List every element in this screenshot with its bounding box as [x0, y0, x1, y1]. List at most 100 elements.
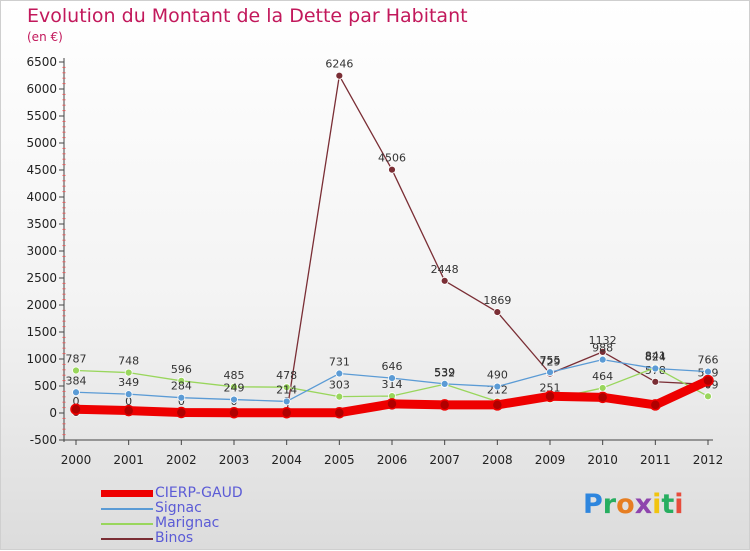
data-label: 485 — [224, 369, 245, 382]
data-point — [335, 71, 344, 80]
data-point — [704, 367, 712, 376]
data-point — [333, 406, 346, 419]
legend-label: Signac — [155, 500, 202, 516]
legend-swatch — [101, 490, 153, 497]
legend-swatch — [101, 508, 153, 510]
data-point — [651, 377, 660, 386]
y-tick-label: 500 — [34, 379, 57, 393]
x-tick-label: 2010 — [587, 453, 618, 467]
legend-label: Marignac — [155, 515, 220, 531]
data-point — [651, 364, 660, 373]
brand-letter: i — [674, 489, 684, 520]
brand-letter: r — [602, 489, 617, 520]
data-point — [72, 366, 80, 375]
data-point — [70, 403, 82, 415]
data-label: 824 — [645, 351, 666, 364]
data-point — [335, 392, 344, 401]
legend-swatch — [101, 538, 153, 540]
x-tick-label: 2004 — [271, 453, 302, 467]
data-label: 841 — [645, 350, 666, 363]
brand-letter: i — [652, 489, 662, 520]
x-tick-label: 2012 — [693, 453, 724, 467]
data-point — [546, 368, 554, 377]
brand-letter: t — [661, 489, 675, 520]
data-label: 2448 — [431, 263, 459, 276]
data-point — [386, 398, 398, 410]
data-point — [598, 347, 607, 356]
y-tick-label: 3000 — [26, 244, 57, 258]
data-point — [493, 382, 502, 391]
data-label: 532 — [434, 366, 455, 379]
legend-label: Binos — [155, 530, 194, 546]
data-label: 731 — [329, 356, 350, 369]
y-tick-label: 5000 — [26, 136, 57, 150]
data-label: 249 — [224, 382, 245, 395]
y-tick-label: 2500 — [26, 271, 57, 285]
data-label: 755 — [540, 354, 561, 367]
data-label: 478 — [276, 369, 297, 382]
data-point — [230, 382, 238, 391]
x-tick-label: 2001 — [113, 453, 144, 467]
data-point — [440, 379, 449, 388]
data-point — [177, 376, 186, 385]
data-point — [704, 392, 712, 401]
data-label: 284 — [171, 380, 192, 393]
data-label: 729 — [540, 356, 561, 369]
y-tick-label: 6000 — [26, 82, 57, 96]
data-point — [230, 395, 238, 404]
data-point — [491, 399, 504, 411]
data-label: 251 — [540, 381, 561, 394]
data-point — [596, 391, 609, 404]
x-tick-label: 2009 — [535, 453, 566, 467]
brand-letter: o — [616, 489, 635, 520]
data-point — [493, 308, 502, 316]
data-point — [598, 384, 607, 392]
data-label: 4506 — [378, 152, 406, 165]
data-point — [124, 390, 133, 399]
y-tick-label: 4500 — [26, 163, 57, 177]
data-point — [388, 165, 396, 174]
data-point — [438, 399, 451, 411]
data-label: 314 — [382, 378, 403, 391]
y-tick-label: 1000 — [26, 352, 57, 366]
x-tick-label: 2007 — [429, 453, 460, 467]
data-label: 646 — [382, 360, 403, 373]
data-label: 464 — [592, 370, 613, 383]
brand-letter: P — [583, 489, 603, 520]
data-point — [335, 369, 344, 378]
data-label: 214 — [276, 383, 297, 396]
y-tick-label: 5500 — [26, 109, 57, 123]
data-label: 6246 — [325, 58, 353, 71]
x-tick-label: 2008 — [482, 453, 513, 467]
data-label: 596 — [171, 363, 192, 376]
data-label: 748 — [118, 355, 139, 368]
data-label: 490 — [487, 369, 508, 382]
data-label: 766 — [698, 354, 719, 367]
data-label: 1869 — [483, 294, 511, 307]
x-tick-label: 2003 — [219, 453, 250, 467]
y-tick-label: 2000 — [26, 298, 57, 312]
chart-subtitle: (en €) — [27, 30, 63, 44]
data-point — [388, 374, 396, 383]
y-tick-label: 3500 — [26, 217, 57, 231]
x-tick-label: 2002 — [166, 453, 197, 467]
data-label: 0 — [73, 395, 80, 408]
y-tick-label: 0 — [49, 406, 57, 420]
data-point — [72, 388, 80, 397]
y-tick-label: 1500 — [26, 325, 57, 339]
data-point — [702, 374, 714, 387]
data-label: 1132 — [589, 334, 617, 347]
data-point — [282, 397, 291, 406]
legend-label: CIERP-GAUD — [155, 485, 243, 501]
brand-letter: x — [634, 489, 653, 520]
data-label: 303 — [329, 379, 350, 392]
data-label: 349 — [118, 376, 139, 389]
data-label: 988 — [592, 342, 613, 355]
chart-title: Evolution du Montant de la Dette par Hab… — [27, 5, 468, 27]
data-label: 539 — [434, 366, 455, 379]
y-tick-label: -500 — [30, 433, 57, 447]
data-label: 0 — [125, 395, 132, 408]
y-tick-label: 6500 — [26, 55, 57, 69]
